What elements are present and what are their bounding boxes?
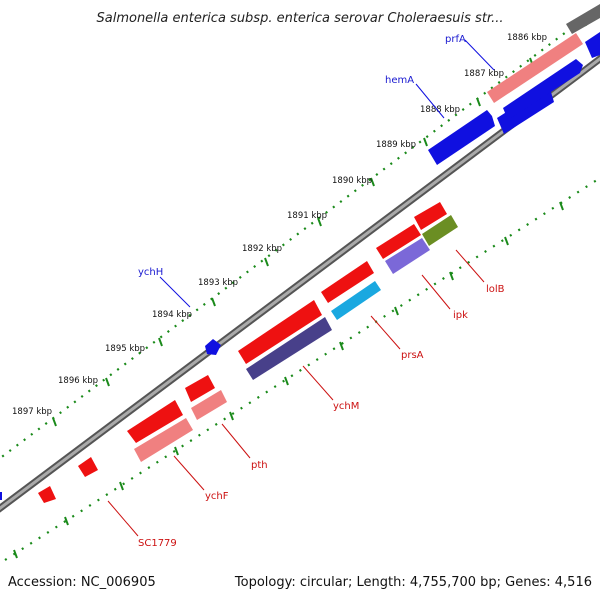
gene-label-ychF[interactable]: ychF bbox=[205, 491, 229, 502]
gene-labels: prfA hemA ychH lolB ipk prsA ychM pth yc… bbox=[138, 34, 505, 549]
outer-tick-ring bbox=[0, 7, 599, 460]
map-title: Salmonella enterica subsp. enterica sero… bbox=[97, 11, 504, 26]
gene-red-upper[interactable] bbox=[238, 202, 447, 364]
label-leaders-red bbox=[107, 249, 485, 537]
gene-label-lolB[interactable]: lolB bbox=[486, 284, 505, 295]
forward-strand-genes bbox=[205, 4, 600, 355]
outer-major-ticks bbox=[52, 17, 587, 427]
gene-label-SC1779[interactable]: SC1779 bbox=[138, 538, 177, 549]
gene-label-ipk[interactable]: ipk bbox=[453, 310, 468, 321]
reverse-strand-genes bbox=[38, 202, 458, 503]
gene-label-pth[interactable]: pth bbox=[251, 460, 268, 471]
accession-text: Accession: NC_006905 bbox=[8, 575, 156, 590]
tick-label: 1891 kbp bbox=[287, 211, 327, 221]
tick-label: 1889 kbp bbox=[376, 140, 416, 150]
inner-tick-ring bbox=[4, 177, 600, 561]
gene-pth[interactable] bbox=[185, 375, 227, 420]
tick-label: 1896 kbp bbox=[58, 376, 98, 386]
tick-label: 1888 kbp bbox=[420, 105, 460, 115]
tick-label: 1892 kbp bbox=[242, 244, 282, 254]
gene-ychM[interactable] bbox=[246, 317, 332, 380]
gene-lolB[interactable] bbox=[422, 215, 458, 246]
gene-SC1779[interactable] bbox=[38, 457, 98, 503]
gene-ipk[interactable] bbox=[385, 238, 430, 274]
tick-labels: 1886 kbp 1887 kbp 1888 kbp 1889 kbp 1890… bbox=[12, 33, 547, 417]
edge-fragment bbox=[0, 492, 2, 500]
tick-label: 1897 kbp bbox=[12, 407, 52, 417]
gene-prfA[interactable] bbox=[487, 4, 600, 103]
inner-major-ticks bbox=[13, 201, 564, 559]
tick-label: 1886 kbp bbox=[507, 33, 547, 43]
tick-label: 1890 kbp bbox=[332, 176, 372, 186]
tick-label: 1887 kbp bbox=[464, 69, 504, 79]
gene-label-ychH[interactable]: ychH bbox=[138, 267, 163, 278]
tick-label: 1895 kbp bbox=[105, 344, 145, 354]
gene-label-prfA[interactable]: prfA bbox=[445, 34, 466, 45]
gene-hemA[interactable] bbox=[428, 32, 600, 165]
topology-text: Topology: circular; Length: 4,755,700 bp… bbox=[234, 575, 592, 590]
gene-label-ychM[interactable]: ychM bbox=[333, 401, 359, 412]
gene-label-hemA[interactable]: hemA bbox=[385, 75, 414, 86]
gene-label-prsA[interactable]: prsA bbox=[401, 350, 424, 361]
label-leaders-blue bbox=[159, 39, 495, 308]
gene-prsA[interactable] bbox=[331, 281, 381, 320]
gene-ychF[interactable] bbox=[127, 400, 193, 462]
gene-small-blue[interactable] bbox=[205, 339, 221, 355]
tick-label: 1893 kbp bbox=[198, 278, 238, 288]
tick-label: 1894 kbp bbox=[152, 310, 192, 320]
